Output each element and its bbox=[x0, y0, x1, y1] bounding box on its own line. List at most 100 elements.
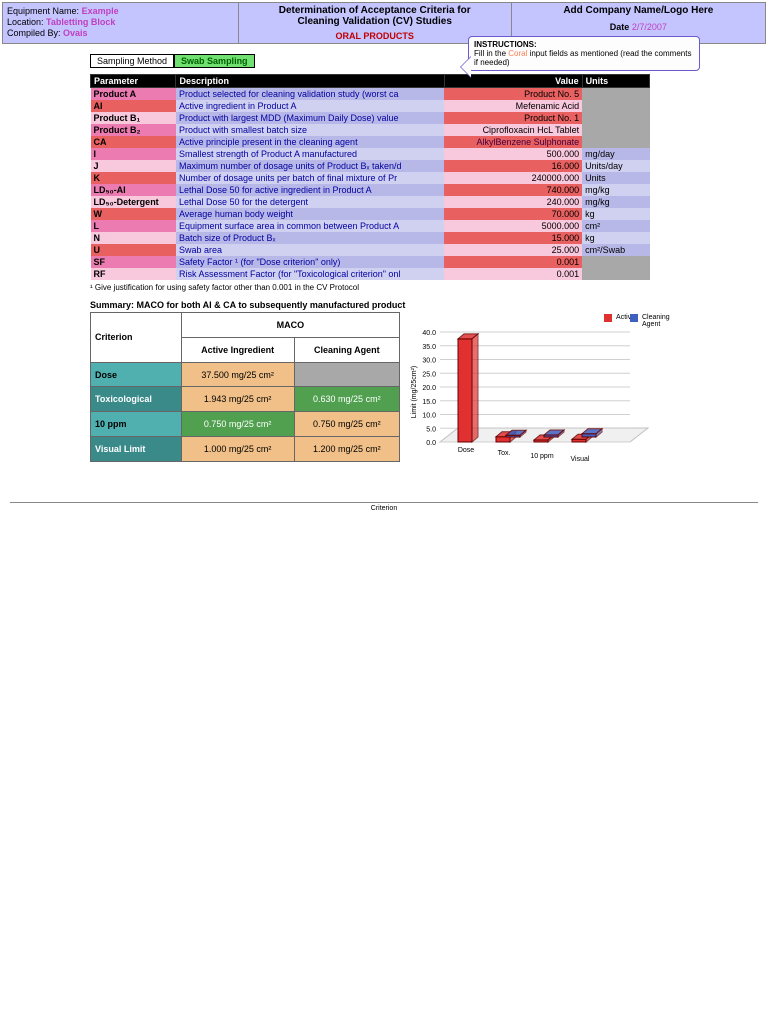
maco-ca: 1.200 mg/25 cm² bbox=[294, 437, 399, 462]
param-desc: Safety Factor ¹ (for "Dose criterion" on… bbox=[176, 256, 444, 268]
param-name: RF bbox=[91, 268, 176, 280]
svg-text:Visual: Visual bbox=[571, 456, 590, 462]
param-name: W bbox=[91, 208, 176, 220]
instructions-coral: Coral bbox=[508, 49, 527, 58]
param-name: L bbox=[91, 220, 176, 232]
table-row: 10 ppm0.750 mg/25 cm²0.750 mg/25 cm² bbox=[91, 412, 400, 437]
bottom-label: Criterion bbox=[0, 505, 768, 512]
maco-ai: 1.000 mg/25 cm² bbox=[181, 437, 294, 462]
table-row: SFSafety Factor ¹ (for "Dose criterion" … bbox=[91, 256, 650, 268]
svg-text:30.0: 30.0 bbox=[422, 358, 436, 365]
param-units bbox=[582, 268, 649, 280]
param-desc: Product with smallest batch size bbox=[176, 124, 444, 136]
param-desc: Lethal Dose 50 for the detergent bbox=[176, 196, 444, 208]
param-desc: Maximum number of dosage units of Produc… bbox=[176, 160, 444, 172]
param-value[interactable]: AlkylBenzene Sulphonate bbox=[444, 136, 582, 148]
equipment-value: Example bbox=[82, 6, 119, 16]
param-desc: Batch size of Product Bₓ bbox=[176, 232, 444, 244]
svg-text:Dose: Dose bbox=[458, 447, 474, 454]
table-row: USwab area25.000cm²/Swab bbox=[91, 244, 650, 256]
svg-text:10 ppm: 10 ppm bbox=[530, 453, 554, 460]
param-desc: Risk Assessment Factor (for "Toxicologic… bbox=[176, 268, 444, 280]
table-row: RFRisk Assessment Factor (for "Toxicolog… bbox=[91, 268, 650, 280]
param-value[interactable]: Product No. 1 bbox=[444, 112, 582, 124]
svg-text:15.0: 15.0 bbox=[422, 399, 436, 406]
param-value[interactable]: 240.000 bbox=[444, 196, 582, 208]
maco-ca bbox=[294, 362, 399, 387]
criterion-name: Visual Limit bbox=[91, 437, 182, 462]
param-value[interactable]: 25.000 bbox=[444, 244, 582, 256]
param-name: N bbox=[91, 232, 176, 244]
param-name: AI bbox=[91, 100, 176, 112]
param-name: LD₅₀-AI bbox=[91, 184, 176, 196]
instructions-text1: Fill in the bbox=[474, 49, 508, 58]
param-value[interactable]: 740.000 bbox=[444, 184, 582, 196]
table-row: WAverage human body weight70.000kg bbox=[91, 208, 650, 220]
summary-table: Criterion MACO Active Ingredient Cleanin… bbox=[90, 312, 400, 462]
param-name: K bbox=[91, 172, 176, 184]
sampling-label: Sampling Method bbox=[90, 54, 174, 68]
table-row: Product B₁Product with largest MDD (Maxi… bbox=[91, 112, 650, 124]
param-desc: Lethal Dose 50 for active ingredient in … bbox=[176, 184, 444, 196]
param-units: Units bbox=[582, 172, 649, 184]
th-parameter: Parameter bbox=[91, 75, 176, 88]
criterion-name: Toxicological bbox=[91, 387, 182, 412]
th-ca: Cleaning Agent bbox=[294, 337, 399, 362]
param-value[interactable]: 500.000 bbox=[444, 148, 582, 160]
company-name: Add Company Name/Logo Here bbox=[514, 5, 763, 16]
table-row: AIActive ingredient in Product AMefenami… bbox=[91, 100, 650, 112]
parameters-table: Parameter Description Value Units Produc… bbox=[90, 74, 650, 280]
param-units: cm²/Swab bbox=[582, 244, 649, 256]
maco-ca: 0.630 mg/25 cm² bbox=[294, 387, 399, 412]
param-units bbox=[582, 112, 649, 124]
instructions-callout: INSTRUCTIONS: Fill in the Coral input fi… bbox=[468, 36, 700, 71]
param-value[interactable]: 70.000 bbox=[444, 208, 582, 220]
th-description: Description bbox=[176, 75, 444, 88]
criterion-name: 10 ppm bbox=[91, 412, 182, 437]
param-units: cm² bbox=[582, 220, 649, 232]
sampling-value[interactable]: Swab Sampling bbox=[174, 54, 255, 68]
param-desc: Product selected for cleaning validation… bbox=[176, 88, 444, 101]
param-value[interactable]: 5000.000 bbox=[444, 220, 582, 232]
param-value[interactable]: Mefenamic Acid bbox=[444, 100, 582, 112]
footnote: ¹ Give justification for using safety fa… bbox=[90, 283, 660, 292]
svg-text:20.0: 20.0 bbox=[422, 385, 436, 392]
param-desc: Active ingredient in Product A bbox=[176, 100, 444, 112]
param-desc: Equipment surface area in common between… bbox=[176, 220, 444, 232]
param-desc: Active principle present in the cleaning… bbox=[176, 136, 444, 148]
table-row: CAActive principle present in the cleani… bbox=[91, 136, 650, 148]
param-name: U bbox=[91, 244, 176, 256]
table-row: NBatch size of Product Bₓ15.000kg bbox=[91, 232, 650, 244]
svg-text:10.0: 10.0 bbox=[422, 413, 436, 420]
table-row: LD₅₀-AILethal Dose 50 for active ingredi… bbox=[91, 184, 650, 196]
param-value[interactable]: Ciprofloxacin HcL Tablet bbox=[444, 124, 582, 136]
param-value[interactable]: 16.000 bbox=[444, 160, 582, 172]
table-row: LD₅₀-DetergentLethal Dose 50 for the det… bbox=[91, 196, 650, 208]
param-name: Product B₁ bbox=[91, 112, 176, 124]
location-value: Tabletting Block bbox=[46, 17, 115, 27]
param-value[interactable]: 15.000 bbox=[444, 232, 582, 244]
th-units: Units bbox=[582, 75, 649, 88]
table-row: Visual Limit1.000 mg/25 cm²1.200 mg/25 c… bbox=[91, 437, 400, 462]
divider bbox=[10, 502, 758, 503]
legend-swatch-cleaning bbox=[630, 314, 638, 322]
legend-label-active: Active bbox=[616, 314, 624, 322]
table-row: Product AProduct selected for cleaning v… bbox=[91, 88, 650, 101]
param-units: kg bbox=[582, 208, 649, 220]
equipment-label: Equipment Name: bbox=[7, 6, 79, 16]
title-line2: Cleaning Validation (CV) Studies bbox=[297, 16, 451, 27]
param-value[interactable]: 0.001 bbox=[444, 268, 582, 280]
legend-swatch-active bbox=[604, 314, 612, 322]
param-units: Units/day bbox=[582, 160, 649, 172]
param-name: I bbox=[91, 148, 176, 160]
param-value[interactable]: Product No. 5 bbox=[444, 88, 582, 101]
param-units: mg/kg bbox=[582, 196, 649, 208]
summary-title: Summary: MACO for both AI & CA to subseq… bbox=[90, 300, 660, 310]
date-value: 2/7/2007 bbox=[632, 22, 667, 32]
param-desc: Swab area bbox=[176, 244, 444, 256]
param-value[interactable]: 240000.000 bbox=[444, 172, 582, 184]
svg-text:40.0: 40.0 bbox=[422, 330, 436, 337]
maco-ai: 37.500 mg/25 cm² bbox=[181, 362, 294, 387]
th-ai: Active Ingredient bbox=[181, 337, 294, 362]
param-value[interactable]: 0.001 bbox=[444, 256, 582, 268]
